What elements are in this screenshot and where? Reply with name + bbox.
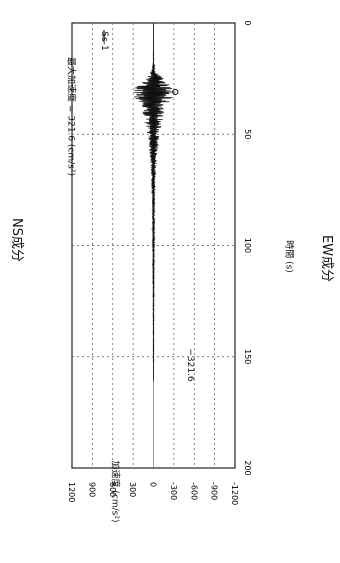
series-line-ss-1: [133, 23, 176, 382]
y-axis-title: 加速度 (cm/s²): [109, 460, 120, 523]
y-tick-label: 0: [149, 482, 158, 487]
plot-area: [71, 22, 236, 469]
y-tick-label: 300: [128, 482, 137, 497]
peak-value-label: −321.6: [185, 348, 195, 382]
x-tick-label: 200: [243, 460, 252, 475]
max-acceleration-annotation: 最大加速度 = 321.6 (cm/s²): [65, 57, 76, 176]
x-tick-label: 0: [243, 20, 252, 25]
x-tick-label: 150: [243, 349, 252, 364]
y-tick-label: -300: [169, 482, 178, 500]
legend-label-ss-1: Ss-1: [99, 31, 109, 51]
peak-marker: [172, 88, 179, 96]
chart-caption-top: NS成分: [9, 218, 24, 262]
y-tick-label: -1200: [230, 482, 239, 505]
y-tick-label: 1200: [67, 482, 76, 502]
y-tick-label: -900: [210, 482, 219, 500]
tick-labels: 1200 900 600 300 0 -300 -600 -900 -1200 0 50 100 150…: [67, 20, 252, 505]
y-tick-label: -600: [189, 482, 198, 500]
y-tick-label: 900: [87, 482, 96, 497]
x-tick-label: 100: [243, 238, 252, 253]
y-tick-label: 600: [108, 482, 117, 497]
x-tick-label: 50: [243, 129, 252, 139]
x-axis-title: 時間 (s): [283, 240, 294, 273]
chart-caption-bottom: EW成分: [319, 235, 334, 283]
